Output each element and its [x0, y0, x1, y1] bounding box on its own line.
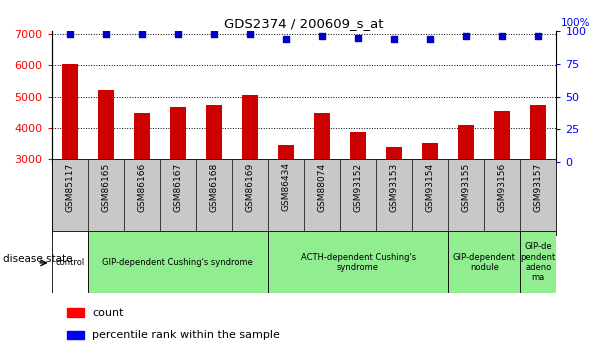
Text: GSM93156: GSM93156 [498, 162, 506, 212]
Point [461, 33, 471, 39]
Bar [278, 145, 294, 253]
Text: percentile rank within the sample: percentile rank within the sample [92, 330, 280, 340]
Bar [206, 105, 222, 253]
Text: GSM93153: GSM93153 [390, 162, 399, 212]
Bar [530, 105, 547, 253]
Point [497, 33, 507, 39]
Text: control: control [55, 258, 85, 267]
Text: count: count [92, 308, 123, 318]
Point [426, 36, 435, 42]
Bar [458, 125, 474, 253]
Point [137, 31, 147, 37]
Point [173, 31, 183, 37]
Bar [268, 231, 448, 293]
Point [101, 31, 111, 37]
Text: GSM86166: GSM86166 [137, 162, 147, 212]
Bar [67, 331, 85, 339]
Point [209, 31, 219, 37]
Bar [520, 231, 556, 293]
Text: GIP-dependent Cushing's syndrome: GIP-dependent Cushing's syndrome [102, 258, 254, 267]
Bar [448, 231, 520, 293]
Bar [61, 65, 78, 253]
Bar [242, 95, 258, 253]
Bar [314, 114, 330, 253]
Text: GSM86167: GSM86167 [173, 162, 182, 212]
Title: GDS2374 / 200609_s_at: GDS2374 / 200609_s_at [224, 17, 384, 30]
Point [317, 33, 327, 39]
Text: GSM86434: GSM86434 [282, 162, 291, 211]
Point [533, 33, 543, 39]
Text: GSM86169: GSM86169 [246, 162, 254, 212]
Bar [494, 111, 510, 253]
Text: GSM93155: GSM93155 [461, 162, 471, 212]
Text: GSM88074: GSM88074 [317, 162, 326, 211]
Text: GSM86165: GSM86165 [102, 162, 110, 212]
Bar [422, 144, 438, 253]
Bar [52, 231, 88, 293]
Bar [170, 107, 186, 253]
Text: GIP-de
pendent
adeno
ma: GIP-de pendent adeno ma [520, 242, 556, 282]
Point [245, 31, 255, 37]
Text: disease state: disease state [2, 254, 72, 264]
Text: GSM93154: GSM93154 [426, 162, 435, 211]
Point [65, 31, 75, 37]
Bar [386, 147, 402, 253]
Bar [134, 112, 150, 253]
Point [353, 35, 363, 40]
Text: GSM85117: GSM85117 [65, 162, 74, 212]
Bar [88, 231, 268, 293]
Text: GSM86168: GSM86168 [209, 162, 218, 212]
Bar [350, 132, 366, 253]
Point [389, 36, 399, 42]
Text: GSM93152: GSM93152 [354, 162, 362, 211]
Text: GIP-dependent
nodule: GIP-dependent nodule [453, 253, 516, 272]
Text: ACTH-dependent Cushing's
syndrome: ACTH-dependent Cushing's syndrome [300, 253, 416, 272]
Text: 100%: 100% [561, 18, 590, 28]
Bar [98, 90, 114, 253]
Point [281, 36, 291, 42]
Bar [67, 308, 85, 317]
Text: GSM93157: GSM93157 [534, 162, 543, 212]
